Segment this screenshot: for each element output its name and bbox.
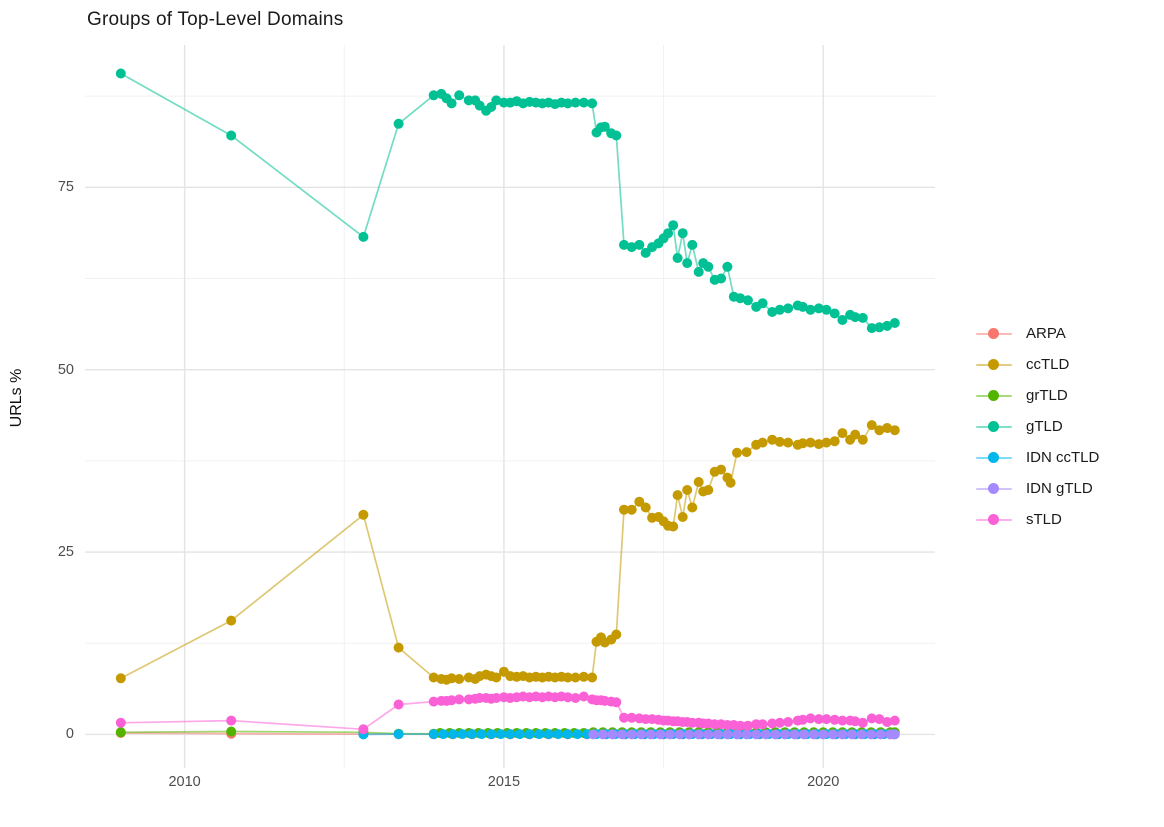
gridlines-major: [85, 45, 935, 768]
series-gtld: [115, 68, 900, 334]
chart-title: Groups of Top-Level Domains: [87, 9, 344, 30]
legend-item-grtld: grTLD: [976, 380, 1099, 411]
series-stld: [115, 691, 900, 735]
legend-key-idn-gtld: [976, 483, 1012, 495]
legend-item-gtld: gTLD: [976, 411, 1099, 442]
legend-item-stld: sTLD: [976, 504, 1099, 535]
legend: ARPA ccTLD grTLD gTLD IDN ccTLD IDN gTLD…: [976, 318, 1099, 535]
legend-key-gtld: [976, 421, 1012, 433]
legend-item-idn-gtld: IDN gTLD: [976, 473, 1099, 504]
legend-dot-icon: [988, 328, 999, 339]
legend-label-arpa: ARPA: [1026, 325, 1066, 342]
legend-item-cctld: ccTLD: [976, 349, 1099, 380]
y-tick-label-75: 75: [57, 179, 74, 196]
legend-item-arpa: ARPA: [976, 318, 1099, 349]
legend-key-grtld: [976, 390, 1012, 402]
legend-label-gtld: gTLD: [1026, 418, 1063, 435]
legend-dot-icon: [988, 359, 999, 370]
series-idn-gtld: [588, 729, 900, 740]
x-tick-label-2015: 2015: [487, 774, 521, 790]
legend-key-cctld: [976, 359, 1012, 371]
x-tick-label-2020: 2020: [807, 774, 840, 790]
legend-item-idn-cctld: IDN ccTLD: [976, 442, 1099, 473]
legend-dot-icon: [988, 421, 999, 432]
legend-label-stld: sTLD: [1026, 511, 1062, 528]
legend-dot-icon: [988, 390, 999, 401]
legend-label-idn-cctld: IDN ccTLD: [1026, 449, 1100, 466]
legend-key-stld: [976, 514, 1012, 526]
legend-label-grtld: grTLD: [1026, 387, 1068, 404]
legend-key-idn-cctld: [976, 452, 1012, 464]
legend-dot-icon: [988, 483, 999, 494]
y-tick-label-0: 0: [65, 726, 74, 743]
legend-label-idn-gtld: IDN gTLD: [1026, 480, 1093, 497]
gridlines-minor: [85, 45, 935, 768]
legend-key-arpa: [976, 328, 1012, 340]
series-cctld: [115, 420, 900, 685]
y-tick-label-50: 50: [57, 361, 74, 378]
y-tick-label-25: 25: [57, 544, 74, 561]
legend-dot-icon: [988, 452, 999, 463]
legend-label-cctld: ccTLD: [1026, 356, 1070, 373]
legend-dot-icon: [988, 514, 999, 525]
x-tick-label-2010: 2010: [168, 774, 201, 790]
